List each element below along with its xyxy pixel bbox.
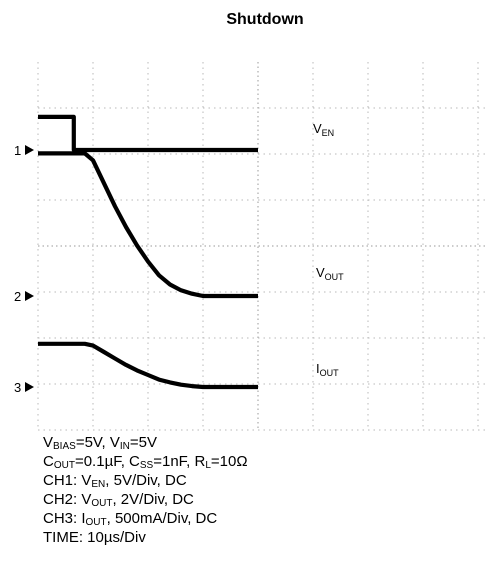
note-line-3: CH1: VEN, 5V/Div, DC — [43, 472, 187, 490]
note-line-1: VBIAS=5V, VIN=5V — [43, 434, 157, 452]
trace-label-ch2: VOUT — [316, 265, 344, 282]
trace-ch2 — [38, 151, 258, 299]
channel-marker-1: 1 — [14, 143, 21, 158]
channel-marker-3: 3 — [14, 380, 21, 395]
note-line-4: CH2: VOUT, 2V/Div, DC — [43, 491, 194, 509]
channel-arrow-icon — [25, 382, 34, 392]
traces — [38, 114, 258, 390]
graticule — [37, 62, 486, 431]
channel-arrow-icon — [25, 291, 34, 301]
note-line-6: TIME: 10µs/Div — [43, 529, 146, 546]
channel-marker-2: 2 — [14, 289, 21, 304]
trace-ch1 — [38, 114, 258, 153]
trace-label-ch1: VEN — [313, 121, 334, 138]
trace-ch3 — [38, 341, 258, 390]
measurement-notes: VBIAS=5V, VIN=5V COUT=0.1µF, CSS=1nF, RL… — [43, 433, 248, 547]
channel-arrow-icon — [25, 145, 34, 155]
chart-title: Shutdown — [226, 11, 303, 28]
note-line-5: CH3: IOUT, 500mA/Div, DC — [43, 510, 218, 528]
channel-markers: 1 2 3 — [14, 143, 34, 395]
trace-labels: VEN VOUT IOUT — [313, 121, 344, 378]
note-line-2: COUT=0.1µF, CSS=1nF, RL=10Ω — [43, 453, 248, 471]
trace-label-ch3: IOUT — [316, 361, 339, 378]
